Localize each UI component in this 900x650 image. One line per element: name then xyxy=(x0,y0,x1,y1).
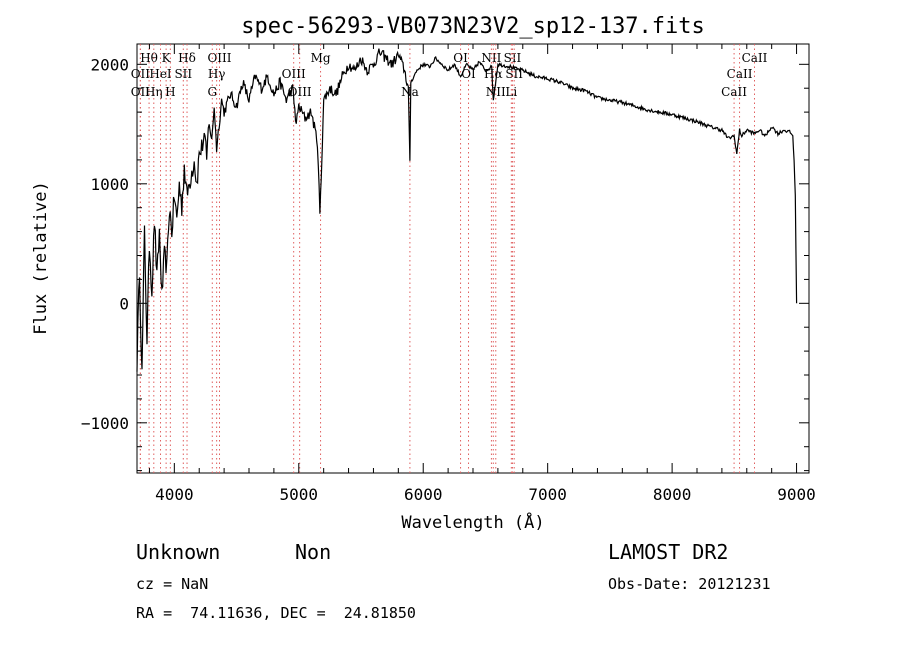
marker-label-6: NII xyxy=(481,51,501,65)
coordinates-text: RA = 74.11636, DEC = 24.81850 xyxy=(136,604,416,622)
x-tick-label-2: 6000 xyxy=(404,485,443,504)
marker-label-20: H xyxy=(165,85,175,99)
marker-label-8: CaII xyxy=(742,51,768,65)
x-tick-label-5: 9000 xyxy=(777,485,816,504)
chart-title: spec-56293-VB073N23V2_sp12-137.fits xyxy=(241,14,705,39)
marker-label-2: Hδ xyxy=(178,51,196,65)
x-tick-label-3: 7000 xyxy=(528,485,567,504)
y-tick-label-3: 2000 xyxy=(90,55,129,74)
marker-label-18: OII xyxy=(131,85,151,99)
marker-label-23: Na xyxy=(401,85,419,99)
y-axis-title: Flux (relative) xyxy=(31,181,51,335)
marker-label-3: OIII xyxy=(207,51,231,65)
plot-frame xyxy=(136,43,810,474)
y-tick-label-2: 1000 xyxy=(90,175,129,194)
marker-label-0: Hθ xyxy=(140,51,158,65)
marker-label-11: SII xyxy=(174,67,192,81)
spectrum-line xyxy=(136,48,798,372)
y-tick-label-1: 0 xyxy=(119,294,129,313)
marker-label-21: G xyxy=(207,85,217,99)
marker-label-1: K xyxy=(162,51,172,65)
marker-label-10: HeI xyxy=(149,67,172,81)
marker-label-9: OII xyxy=(131,67,151,81)
marker-label-13: OIII xyxy=(282,67,306,81)
x-tick-label-0: 4000 xyxy=(155,485,194,504)
marker-label-24: NII xyxy=(486,85,506,99)
marker-label-15: Hα xyxy=(484,67,503,81)
marker-label-7: SII xyxy=(504,51,522,65)
marker-label-14: OI xyxy=(461,67,476,81)
redshift-text: cz = NaN xyxy=(136,575,209,593)
x-tick-label-4: 8000 xyxy=(653,485,692,504)
marker-label-19: Hη xyxy=(145,85,163,99)
marker-label-17: CaII xyxy=(727,67,753,81)
marker-label-16: SII xyxy=(505,67,523,81)
marker-label-25: Li xyxy=(505,85,517,99)
survey-name: LAMOST DR2 xyxy=(608,540,729,564)
marker-label-12: Hγ xyxy=(208,67,226,81)
x-axis-title: Wavelength (Å) xyxy=(401,511,544,533)
axis-ticks: 4000 5000 6000 7000 8000 9000 −1000 0 1000 2000 xyxy=(81,44,816,504)
marker-label-26: CaII xyxy=(721,85,747,99)
x-tick-label-1: 5000 xyxy=(280,485,319,504)
object-subclass: Non xyxy=(295,540,332,564)
obs-date-text: Obs-Date: 20121231 xyxy=(608,575,771,593)
y-tick-label-0: −1000 xyxy=(81,414,129,433)
marker-label-4: Mg xyxy=(311,51,331,65)
marker-label-5: OI xyxy=(453,51,468,65)
object-class: Unknown xyxy=(136,540,221,564)
